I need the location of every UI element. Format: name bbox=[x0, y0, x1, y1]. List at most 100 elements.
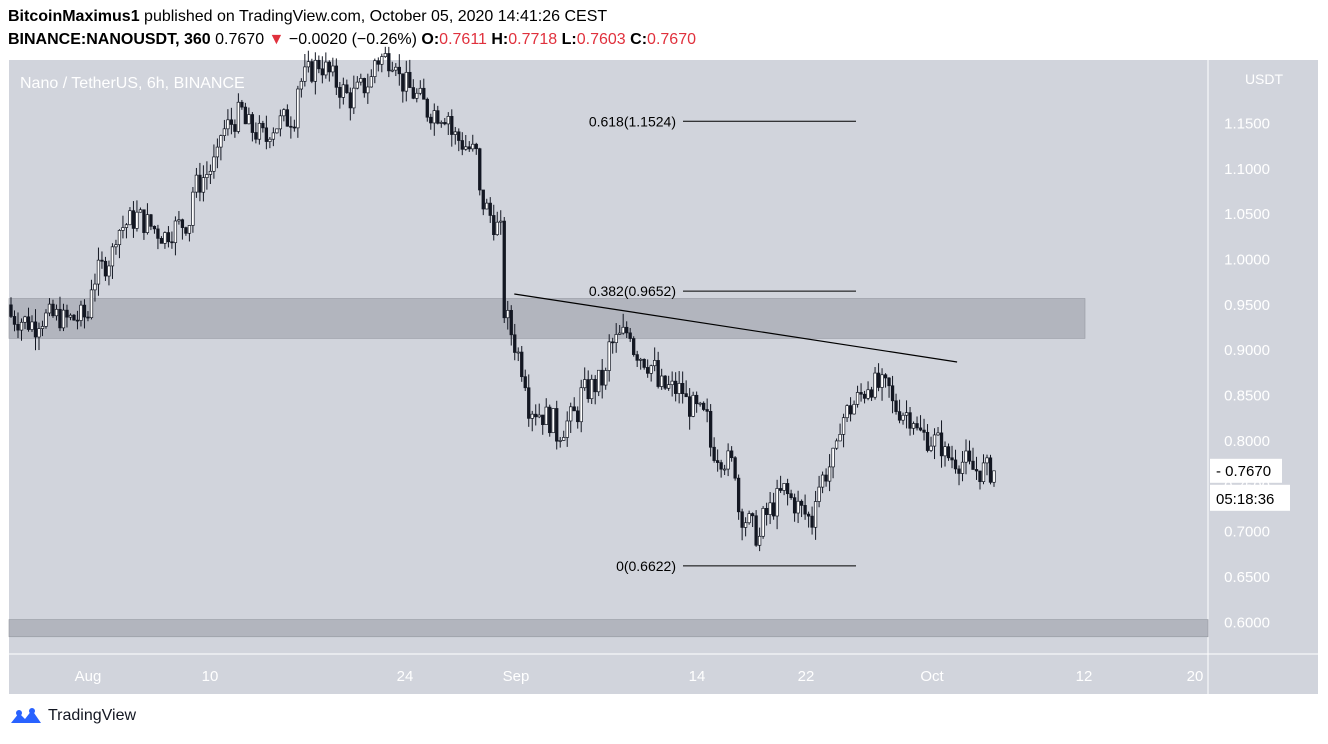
candle-body bbox=[268, 138, 272, 142]
candle-body bbox=[404, 71, 408, 92]
candle-body bbox=[282, 109, 286, 117]
tradingview-footer[interactable]: TradingView bbox=[10, 707, 136, 725]
candle-body bbox=[530, 413, 534, 419]
candle-body bbox=[443, 122, 447, 125]
candle-body bbox=[813, 501, 818, 528]
candle-body bbox=[506, 310, 510, 319]
candle-body bbox=[768, 502, 772, 515]
candle-body bbox=[201, 177, 206, 193]
candle-body bbox=[285, 109, 290, 127]
candle-body bbox=[660, 375, 664, 387]
close-label: C: bbox=[630, 31, 648, 48]
candle-body bbox=[359, 78, 363, 83]
candle-body bbox=[376, 60, 380, 65]
candle-body bbox=[628, 332, 632, 339]
candle-body bbox=[110, 246, 115, 267]
candle-body bbox=[597, 369, 601, 393]
candle-body bbox=[499, 220, 503, 223]
unit-label-background bbox=[1212, 64, 1316, 88]
candle-body bbox=[516, 351, 520, 354]
candle-body bbox=[313, 59, 317, 82]
candle-body bbox=[306, 61, 310, 68]
candle-body bbox=[373, 60, 377, 77]
candle-body bbox=[943, 446, 947, 457]
candle-body bbox=[695, 394, 699, 405]
candle-body bbox=[705, 409, 709, 412]
candle-body bbox=[827, 466, 832, 482]
y-tick-label: 1.1500 bbox=[1224, 115, 1270, 132]
candle-body bbox=[792, 497, 797, 514]
candle-body bbox=[54, 308, 59, 317]
candle-body bbox=[401, 73, 405, 92]
candle-body bbox=[418, 87, 422, 94]
candle-body bbox=[971, 460, 975, 470]
author-name[interactable]: BitcoinMaximus1 bbox=[8, 8, 140, 25]
candle-body bbox=[439, 122, 443, 124]
candle-body bbox=[887, 377, 891, 387]
candle-body bbox=[278, 115, 283, 130]
candle-body bbox=[611, 341, 615, 344]
candle-body bbox=[93, 283, 97, 291]
low-value: 0.7603 bbox=[576, 31, 626, 48]
candle-body bbox=[446, 116, 450, 125]
candle-body bbox=[355, 81, 359, 89]
candle-body bbox=[37, 328, 41, 338]
candle-body bbox=[229, 119, 234, 125]
fib-label-0: 0(0.6622) bbox=[616, 558, 676, 574]
candle-body bbox=[338, 86, 342, 98]
candle-body bbox=[163, 232, 167, 244]
candle-body bbox=[194, 174, 199, 193]
symbol-info-line: BINANCE:NANOUSDT, 360 0.7670 ▼ −0.0020 (… bbox=[8, 29, 696, 51]
candle-body bbox=[187, 225, 192, 234]
candle-body bbox=[848, 405, 853, 415]
x-tick-label: 14 bbox=[689, 668, 706, 685]
candle-body bbox=[422, 87, 426, 100]
candle-body bbox=[121, 227, 125, 231]
candle-body bbox=[600, 369, 604, 386]
candle-body bbox=[572, 406, 576, 412]
candle-body bbox=[236, 101, 241, 132]
candle-body bbox=[159, 238, 164, 244]
y-tick-label: 0.9500 bbox=[1224, 297, 1270, 314]
candle-body bbox=[757, 535, 762, 546]
candle-body bbox=[208, 170, 213, 175]
x-tick-label: 22 bbox=[798, 668, 815, 685]
candle-body bbox=[527, 387, 531, 419]
candle-body bbox=[243, 106, 248, 125]
candle-body bbox=[708, 410, 713, 448]
candle-body bbox=[803, 505, 807, 515]
candle-body bbox=[198, 174, 202, 193]
candle-body bbox=[33, 321, 38, 338]
candle-body bbox=[761, 507, 765, 537]
candle-body bbox=[901, 414, 905, 421]
candle-body bbox=[691, 394, 695, 417]
candle-body bbox=[324, 61, 328, 76]
y-tick-label: 0.6500 bbox=[1224, 569, 1270, 586]
high-label: H: bbox=[491, 31, 509, 48]
candle-body bbox=[555, 408, 559, 442]
tradingview-logo-icon bbox=[11, 708, 41, 723]
candle-body bbox=[586, 379, 590, 400]
candle-body bbox=[604, 370, 608, 386]
candle-body bbox=[142, 209, 146, 233]
horizontal-zone-2 bbox=[8, 619, 1209, 638]
candle-body bbox=[317, 59, 321, 70]
candle-body bbox=[415, 92, 419, 99]
candle-body bbox=[408, 71, 412, 88]
x-tick-label: 20 bbox=[1187, 668, 1204, 685]
candle-body bbox=[495, 221, 499, 236]
candle-body bbox=[894, 400, 898, 412]
candle-body bbox=[698, 402, 702, 405]
candle-body bbox=[44, 312, 48, 327]
candle-body bbox=[565, 420, 569, 438]
candle-body bbox=[523, 376, 527, 389]
candle-body bbox=[649, 365, 653, 374]
candle-body bbox=[883, 374, 888, 379]
candle-body bbox=[68, 314, 73, 318]
candle-body bbox=[103, 260, 108, 277]
candle-body bbox=[810, 515, 814, 528]
candle-body bbox=[135, 211, 139, 229]
candle-body bbox=[299, 80, 304, 90]
candle-body bbox=[960, 461, 965, 474]
